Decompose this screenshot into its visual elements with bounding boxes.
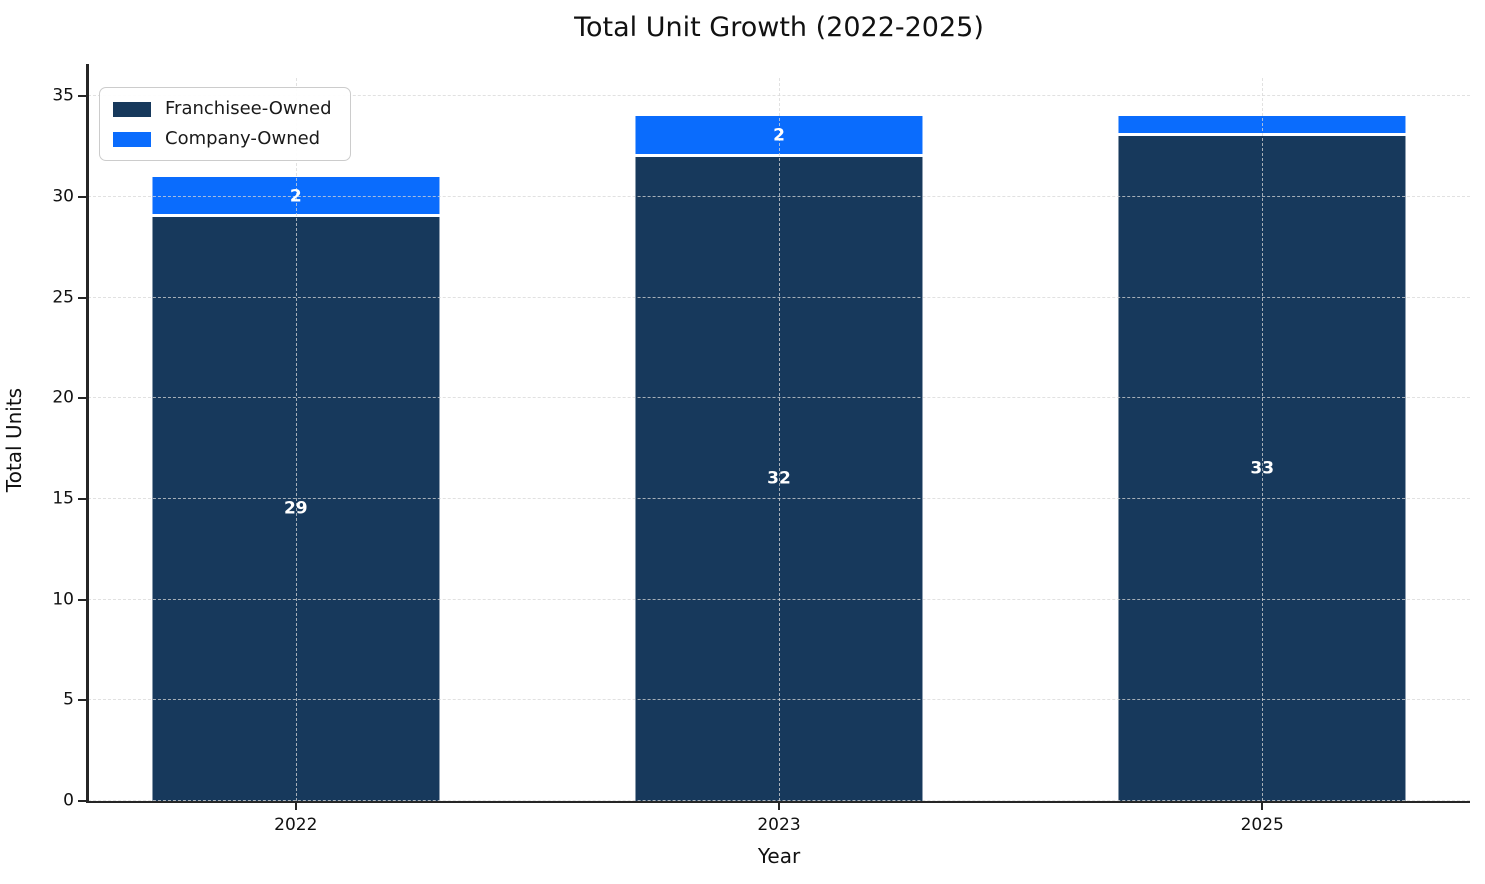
y-tick-mark bbox=[78, 699, 86, 702]
legend-label: Franchisee-Owned bbox=[165, 98, 332, 119]
legend-item: Company-Owned bbox=[113, 127, 332, 150]
y-axis-title: Total Units bbox=[2, 387, 26, 492]
chart-title: Total Unit Growth (2022-2025) bbox=[574, 12, 984, 43]
bar-value-label: 32 bbox=[767, 468, 791, 489]
x-tick-label: 2022 bbox=[274, 815, 318, 835]
bar-value-label: 29 bbox=[283, 498, 308, 519]
y-tick-mark bbox=[78, 497, 86, 500]
bar-value-label: 33 bbox=[1250, 458, 1275, 479]
legend-label: Company-Owned bbox=[165, 127, 321, 149]
y-axis-spine bbox=[86, 64, 89, 801]
y-tick-label: 25 bbox=[52, 287, 74, 308]
legend-swatch bbox=[113, 131, 151, 147]
y-tick-label: 20 bbox=[52, 387, 74, 408]
y-tick-mark bbox=[78, 195, 86, 198]
y-tick-label: 0 bbox=[63, 790, 74, 811]
plot-area: 29 2 32 2 33 Franchisee-Owned Company-Owned Y… bbox=[2, 64, 1470, 868]
x-tick-mark bbox=[778, 802, 780, 810]
legend: Franchisee-Owned Company-Owned bbox=[99, 87, 351, 162]
y-tick-mark bbox=[78, 800, 86, 802]
gridline-vertical bbox=[295, 78, 297, 801]
bar-value-label: 2 bbox=[773, 125, 785, 146]
gridline-vertical bbox=[779, 78, 780, 801]
gridline-vertical bbox=[1262, 78, 1264, 801]
label-layer: 29 2 32 2 33 bbox=[88, 78, 1470, 801]
y-tick-mark bbox=[78, 397, 86, 400]
y-tick-mark bbox=[78, 296, 86, 299]
legend-swatch bbox=[113, 101, 151, 117]
x-axis-spine bbox=[86, 800, 1470, 803]
x-axis-title: Year bbox=[757, 844, 801, 868]
y-tick-label: 35 bbox=[52, 85, 74, 106]
y-tick-mark bbox=[78, 598, 86, 601]
y-tick-label: 5 bbox=[63, 689, 74, 710]
x-tick-mark bbox=[294, 802, 297, 810]
x-tick-mark bbox=[1261, 802, 1264, 810]
x-tick-label: 2023 bbox=[757, 815, 801, 835]
x-tick-label: 2025 bbox=[1240, 815, 1284, 835]
y-tick-label: 10 bbox=[52, 589, 74, 610]
y-tick-label: 15 bbox=[52, 488, 74, 509]
y-tick-label: 30 bbox=[52, 186, 74, 207]
y-tick-mark bbox=[78, 95, 86, 98]
legend-item: Franchisee-Owned bbox=[113, 98, 332, 120]
bar-value-label: 2 bbox=[289, 186, 302, 207]
